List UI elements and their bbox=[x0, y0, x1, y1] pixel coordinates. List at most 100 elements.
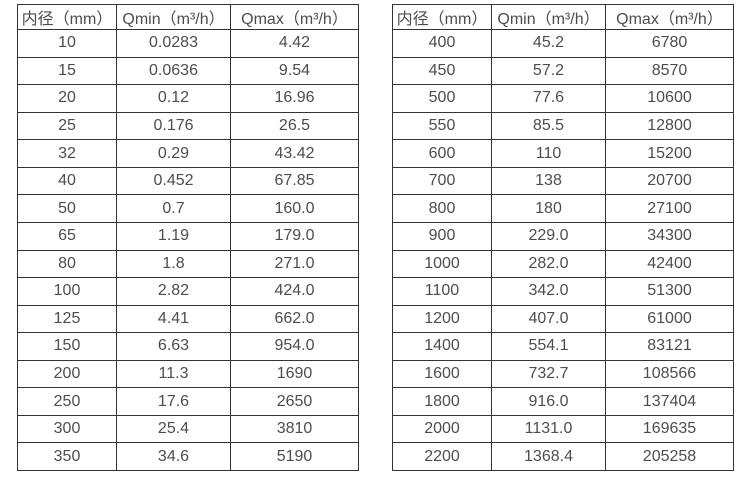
cell-qmin: 4.41 bbox=[116, 304, 231, 334]
table-row: 32 0.29 43.42 bbox=[17, 139, 359, 168]
table-header: 内径（mm） Qmin（m³/h） Qmax（m³/h） bbox=[392, 4, 734, 30]
cell-qmin: 0.0636 bbox=[116, 56, 231, 86]
table-row: 10 0.0283 4.42 bbox=[17, 29, 359, 58]
cell-diameter: 900 bbox=[392, 221, 492, 251]
cell-diameter: 1400 bbox=[392, 332, 492, 361]
cell-diameter: 1100 bbox=[392, 277, 492, 306]
table-row: 350 34.6 5190 bbox=[17, 442, 359, 471]
cell-diameter: 2200 bbox=[392, 442, 492, 471]
cell-qmin: 916.0 bbox=[491, 387, 606, 416]
table-row: 2000 1131.0 169635 bbox=[392, 414, 734, 444]
cell-qmin: 25.4 bbox=[116, 414, 231, 444]
cell-qmin: 282.0 bbox=[491, 249, 606, 279]
cell-diameter: 1800 bbox=[392, 387, 492, 416]
table-header: 内径（mm） Qmin（m³/h） Qmax（m³/h） bbox=[17, 4, 359, 30]
table-row: 300 25.4 3810 bbox=[17, 414, 359, 444]
cell-qmin: 45.2 bbox=[491, 29, 606, 58]
cell-diameter: 1200 bbox=[392, 304, 492, 334]
cell-qmin: 1368.4 bbox=[491, 442, 606, 471]
cell-qmax: 20700 bbox=[605, 166, 734, 196]
cell-diameter: 1600 bbox=[392, 359, 492, 389]
cell-diameter: 65 bbox=[17, 221, 117, 251]
cell-qmin: 138 bbox=[491, 166, 606, 196]
table-row: 800 180 27100 bbox=[392, 194, 734, 223]
cell-qmin: 0.452 bbox=[116, 166, 231, 196]
cell-qmax: 137404 bbox=[605, 387, 734, 416]
cell-qmin: 110 bbox=[491, 139, 606, 168]
cell-qmax: 1690 bbox=[230, 359, 359, 389]
cell-qmax: 83121 bbox=[605, 332, 734, 361]
cell-diameter: 100 bbox=[17, 277, 117, 306]
cell-qmin: 1131.0 bbox=[491, 414, 606, 444]
cell-diameter: 20 bbox=[17, 84, 117, 113]
cell-qmax: 12800 bbox=[605, 111, 734, 141]
cell-diameter: 250 bbox=[17, 387, 117, 416]
cell-qmin: 229.0 bbox=[491, 221, 606, 251]
cell-diameter: 350 bbox=[17, 442, 117, 471]
header-cell-qmax: Qmax（m³/h） bbox=[230, 4, 359, 30]
cell-qmax: 954.0 bbox=[230, 332, 359, 361]
table-row: 100 2.82 424.0 bbox=[17, 277, 359, 306]
table-row: 15 0.0636 9.54 bbox=[17, 56, 359, 86]
cell-qmin: 57.2 bbox=[491, 56, 606, 86]
header-row: 内径（mm） Qmin（m³/h） Qmax（m³/h） bbox=[17, 4, 359, 30]
table-row: 1600 732.7 108566 bbox=[392, 359, 734, 389]
cell-qmin: 0.12 bbox=[116, 84, 231, 113]
cell-qmax: 8570 bbox=[605, 56, 734, 86]
cell-qmax: 424.0 bbox=[230, 277, 359, 306]
table-row: 20 0.12 16.96 bbox=[17, 84, 359, 113]
cell-qmax: 16.96 bbox=[230, 84, 359, 113]
header-cell-diameter: 内径（mm） bbox=[392, 4, 492, 30]
cell-diameter: 80 bbox=[17, 249, 117, 279]
table-row: 400 45.2 6780 bbox=[392, 29, 734, 58]
table-row: 80 1.8 271.0 bbox=[17, 249, 359, 279]
cell-qmax: 67.85 bbox=[230, 166, 359, 196]
cell-diameter: 600 bbox=[392, 139, 492, 168]
cell-qmax: 179.0 bbox=[230, 221, 359, 251]
cell-diameter: 300 bbox=[17, 414, 117, 444]
cell-diameter: 25 bbox=[17, 111, 117, 141]
table-row: 1400 554.1 83121 bbox=[392, 332, 734, 361]
table-row: 50 0.7 160.0 bbox=[17, 194, 359, 223]
cell-qmax: 662.0 bbox=[230, 304, 359, 334]
cell-qmax: 43.42 bbox=[230, 139, 359, 168]
table-row: 1000 282.0 42400 bbox=[392, 249, 734, 279]
cell-diameter: 10 bbox=[17, 29, 117, 58]
flow-spec-table-large-diameters: 内径（mm） Qmin（m³/h） Qmax（m³/h） 400 45.2 67… bbox=[392, 4, 734, 471]
cell-qmin: 77.6 bbox=[491, 84, 606, 113]
table-row: 40 0.452 67.85 bbox=[17, 166, 359, 196]
table-row: 65 1.19 179.0 bbox=[17, 221, 359, 251]
cell-qmax: 15200 bbox=[605, 139, 734, 168]
cell-qmax: 271.0 bbox=[230, 249, 359, 279]
cell-qmax: 108566 bbox=[605, 359, 734, 389]
table-row: 150 6.63 954.0 bbox=[17, 332, 359, 361]
table-row: 250 17.6 2650 bbox=[17, 387, 359, 416]
cell-diameter: 550 bbox=[392, 111, 492, 141]
cell-diameter: 1000 bbox=[392, 249, 492, 279]
table-row: 25 0.176 26.5 bbox=[17, 111, 359, 141]
cell-qmax: 5190 bbox=[230, 442, 359, 471]
cell-qmin: 1.19 bbox=[116, 221, 231, 251]
cell-qmax: 61000 bbox=[605, 304, 734, 334]
cell-diameter: 800 bbox=[392, 194, 492, 223]
cell-diameter: 700 bbox=[392, 166, 492, 196]
cell-qmin: 0.29 bbox=[116, 139, 231, 168]
cell-qmin: 342.0 bbox=[491, 277, 606, 306]
table-row: 200 11.3 1690 bbox=[17, 359, 359, 389]
table-row: 500 77.6 10600 bbox=[392, 84, 734, 113]
cell-diameter: 40 bbox=[17, 166, 117, 196]
header-cell-qmin: Qmin（m³/h） bbox=[491, 4, 606, 30]
cell-qmax: 4.42 bbox=[230, 29, 359, 58]
cell-diameter: 200 bbox=[17, 359, 117, 389]
cell-qmin: 180 bbox=[491, 194, 606, 223]
cell-qmin: 1.8 bbox=[116, 249, 231, 279]
table-row: 125 4.41 662.0 bbox=[17, 304, 359, 334]
cell-diameter: 15 bbox=[17, 56, 117, 86]
cell-qmin: 17.6 bbox=[116, 387, 231, 416]
cell-qmax: 27100 bbox=[605, 194, 734, 223]
table-row: 1200 407.0 61000 bbox=[392, 304, 734, 334]
cell-qmin: 0.7 bbox=[116, 194, 231, 223]
cell-qmax: 42400 bbox=[605, 249, 734, 279]
header-cell-qmax: Qmax（m³/h） bbox=[605, 4, 734, 30]
cell-qmin: 2.82 bbox=[116, 277, 231, 306]
